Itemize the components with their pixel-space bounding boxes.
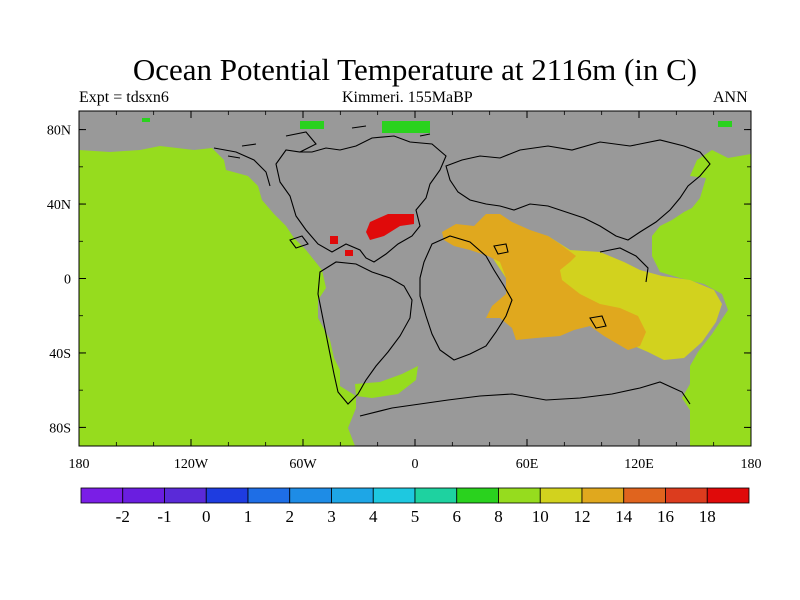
colorbar-swatch: [247, 487, 291, 504]
inner-seas: [142, 118, 732, 398]
x-tick-label: 180: [741, 457, 762, 472]
y-tick-label: 0: [64, 273, 71, 288]
field-6-patch-a: [300, 121, 324, 129]
colorbar-label: -2: [116, 507, 130, 526]
coastline-alaska: [213, 147, 271, 187]
southern-ocean-strip: [355, 366, 418, 398]
axis-ticks: [78, 111, 752, 446]
page-title: Ocean Potential Temperature at 2116m (in…: [132, 52, 698, 87]
colorbar-label: 16: [657, 507, 674, 526]
x-tick-label: 180: [69, 457, 90, 472]
coastline-north-america: [275, 131, 447, 263]
colorbar-label: 14: [615, 507, 633, 526]
colorbar-label: 5: [411, 507, 420, 526]
y-tick-label: 80N: [47, 124, 71, 139]
period-label: Kimmeri. 155MaBP: [342, 89, 473, 106]
coastline-antarctica: [359, 381, 691, 417]
colorbar-swatch: [623, 487, 666, 504]
colorbar-labels: -2 -1 0 1 2 3 4 5 6 8 10 12 14 16 18: [116, 507, 716, 526]
season-label: ANN: [713, 89, 748, 106]
colorbar-label: 18: [699, 507, 716, 526]
field-18-dot-b: [345, 250, 353, 256]
coastline-south-america: [317, 261, 413, 405]
field-6-patch-c: [718, 121, 732, 127]
colorbar-swatch: [498, 487, 541, 504]
land-masses: [79, 111, 751, 446]
colorbar-swatch: [581, 487, 625, 504]
experiment-label: Expt = tdsxn6: [79, 89, 169, 106]
colorbar-swatch: [456, 487, 499, 504]
coastline-islands-a: [289, 235, 309, 249]
colorbar-swatch: [289, 487, 332, 504]
field-6-patch-d: [142, 118, 150, 122]
colorbar-label: 0: [202, 507, 211, 526]
colorbar-swatch: [205, 487, 249, 504]
coastline-islands-b: [493, 243, 509, 255]
coastline-eurasia: [445, 139, 711, 241]
y-axis-labels: 80N 40N 0 40S 80S: [47, 124, 71, 437]
x-tick-label: 60W: [289, 457, 317, 472]
coastline-arctic-bits: [227, 125, 431, 159]
x-tick-label: 120E: [624, 457, 654, 472]
colorbar: [80, 487, 750, 504]
colorbar-label: 10: [532, 507, 549, 526]
colorbar-swatch: [164, 487, 207, 504]
y-tick-label: 40S: [49, 347, 71, 362]
y-tick-label: 40N: [47, 198, 71, 213]
field-6-patch-b: [382, 121, 430, 133]
colorbar-label: 12: [574, 507, 591, 526]
colorbar-label: 2: [286, 507, 295, 526]
colorbar-swatch: [372, 487, 416, 504]
colorbar-label: 1: [244, 507, 253, 526]
colorbar-swatch: [539, 487, 583, 504]
colorbar-swatch: [331, 487, 374, 504]
colorbar-label: 4: [369, 507, 378, 526]
colorbar-label: 8: [494, 507, 503, 526]
field-18-region: [366, 214, 414, 240]
x-tick-label: 120W: [174, 457, 209, 472]
colorbar-swatch: [706, 487, 750, 504]
colorbar-label: -1: [157, 507, 171, 526]
coastline-africa: [419, 235, 513, 361]
y-tick-label: 80S: [49, 421, 71, 436]
colorbar-swatch: [80, 487, 124, 504]
colorbar-label: 3: [327, 507, 336, 526]
colorbar-label: 6: [453, 507, 462, 526]
field-18-dot-a: [330, 236, 338, 244]
colorbar-swatch: [665, 487, 708, 504]
map-panel: 180 120W 60W 0 60E 120E 180 80N 40N 0 40S 80S: [47, 110, 762, 472]
field-14-region: [442, 214, 646, 350]
coastline-south-asia: [599, 247, 649, 283]
x-tick-label: 60E: [516, 457, 539, 472]
x-tick-label: 0: [412, 457, 419, 472]
landmass-north-america: [79, 111, 751, 446]
colorbar-swatch: [122, 487, 165, 504]
colorbar-swatch: [414, 487, 458, 504]
coastlines: [213, 125, 711, 417]
coastline-islands-c: [589, 315, 607, 329]
x-axis-labels: 180 120W 60W 0 60E 120E 180: [69, 457, 762, 472]
